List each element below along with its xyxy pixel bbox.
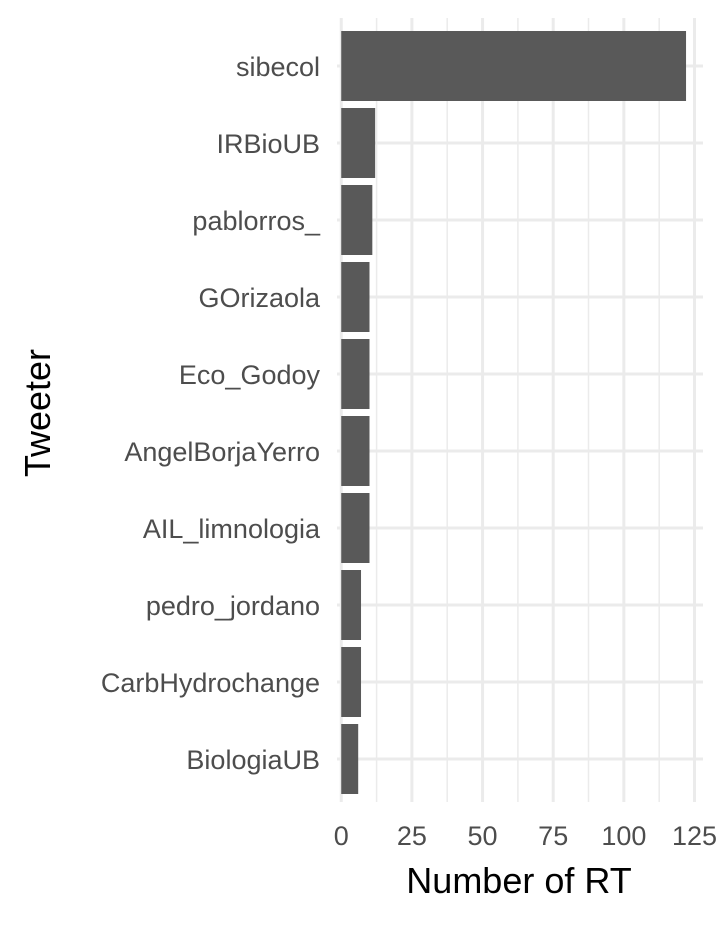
x-tick-label: 0 bbox=[334, 821, 349, 851]
y-tick-label: Eco_Godoy bbox=[179, 360, 321, 390]
x-tick-label: 25 bbox=[397, 821, 427, 851]
bars bbox=[341, 31, 687, 794]
bar-ail-limnologia bbox=[341, 493, 370, 563]
y-tick-label: IRBioUB bbox=[216, 129, 320, 159]
bar-angelborjayerro bbox=[341, 416, 370, 486]
y-axis-title: Tweeter bbox=[17, 349, 58, 477]
x-tick-label: 75 bbox=[538, 821, 568, 851]
y-tick-label: CarbHydrochange bbox=[101, 668, 320, 698]
bar-eco-godoy bbox=[341, 339, 370, 409]
bar-pedro-jordano bbox=[341, 570, 362, 640]
minor-gridlines bbox=[375, 18, 660, 802]
x-axis-tick-labels: 0 25 50 75 100 125 bbox=[334, 821, 717, 851]
x-axis-title: Number of RT bbox=[406, 860, 631, 901]
x-tick-label: 100 bbox=[601, 821, 646, 851]
x-tick-label: 50 bbox=[468, 821, 498, 851]
x-tick-label: 125 bbox=[672, 821, 717, 851]
y-tick-label: GOrizaola bbox=[198, 283, 321, 313]
bar-irbioub bbox=[341, 108, 376, 178]
y-tick-label: AngelBorjaYerro bbox=[124, 437, 320, 467]
bar-carbhydrochange bbox=[341, 647, 362, 717]
y-tick-label: AIL_limnologia bbox=[143, 514, 321, 544]
bar-pablorros- bbox=[341, 185, 373, 255]
bar-gorizaola bbox=[341, 262, 370, 332]
bar-biologiaub bbox=[341, 724, 359, 794]
bar-sibecol bbox=[341, 31, 687, 101]
y-tick-label: BiologiaUB bbox=[186, 745, 320, 775]
major-gridlines bbox=[337, 18, 703, 802]
y-tick-label: pablorros_ bbox=[192, 206, 321, 236]
y-tick-label: pedro_jordano bbox=[146, 591, 320, 621]
y-axis-tick-labels: sibecol IRBioUB pablorros_ GOrizaola Eco_God… bbox=[101, 52, 321, 775]
y-tick-label: sibecol bbox=[236, 52, 320, 82]
